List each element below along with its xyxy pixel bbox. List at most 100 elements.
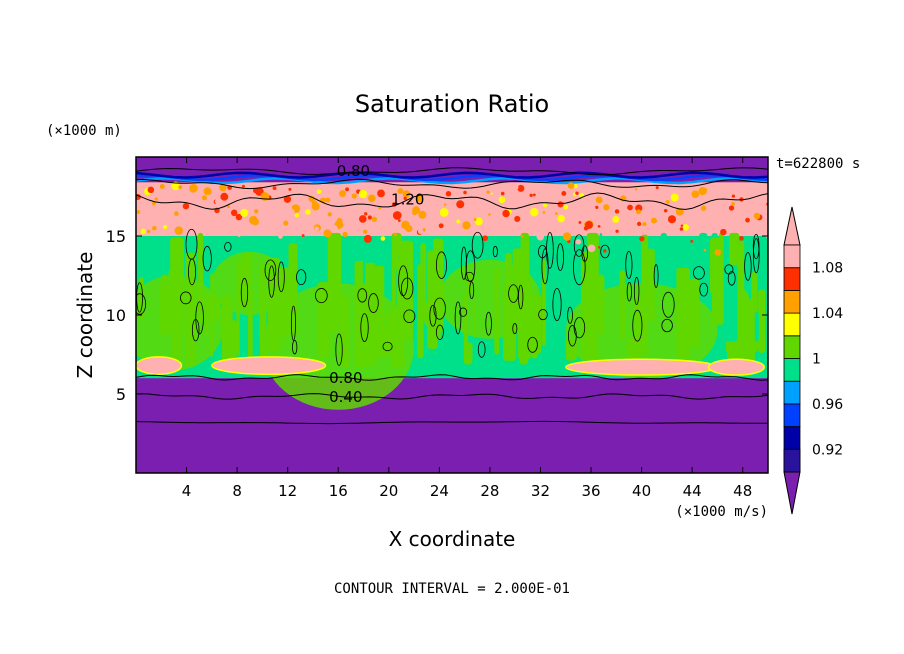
moist-streak [420, 243, 427, 323]
supersat-cell [731, 186, 740, 195]
supersat-cell [305, 209, 311, 215]
supersat-cell [542, 211, 546, 214]
supersat-cell [159, 183, 165, 189]
contour-loop [240, 277, 249, 308]
supersat-cell [285, 205, 293, 212]
moist-patch [211, 251, 288, 315]
colorbar-tick-label: 1.04 [812, 306, 843, 322]
colorbar-tick-label: 0.92 [812, 442, 843, 458]
colorbar-segment [783, 244, 801, 269]
colorbar-high-extension [783, 206, 801, 246]
y-unit-label: (×1000 m) [46, 123, 122, 139]
supersat-cell [378, 206, 382, 210]
contour-loop [360, 313, 369, 342]
supersat-cell [278, 234, 283, 239]
supersat-cell [329, 225, 338, 234]
contour-loop [512, 323, 518, 335]
contour-label: 0.40 [329, 388, 362, 406]
contour-loop [382, 341, 393, 352]
supersat-cell [739, 236, 744, 241]
supersat-cell [597, 246, 601, 249]
moist-patch [439, 259, 541, 339]
supersat-cell [603, 204, 610, 211]
supersat-cell [704, 188, 708, 192]
contour-loop [744, 252, 752, 281]
contour-loop [277, 261, 285, 293]
supersat-cell [595, 205, 599, 209]
colorbar-segment [783, 358, 801, 382]
supersat-cell [614, 209, 620, 214]
contour-loop [538, 244, 547, 259]
supersat-cell [301, 234, 305, 238]
contour-loop [633, 276, 640, 305]
supersat-cell [636, 209, 641, 215]
supersat-cell [363, 234, 372, 243]
supersat-cell [679, 227, 684, 231]
contour-loop [567, 306, 573, 324]
supersat-cell [174, 226, 183, 235]
supersat-cell [371, 216, 378, 222]
supersat-cell [314, 226, 320, 232]
supersat-cell [562, 232, 572, 241]
colorbar-segment [783, 403, 801, 427]
contour-loop [436, 251, 447, 279]
contour-loop [471, 231, 484, 259]
transition-band [136, 171, 768, 179]
colorbar-segment [783, 380, 801, 405]
supersat-cell [219, 184, 227, 192]
moist-streak [239, 306, 248, 369]
supersat-cell [597, 224, 601, 228]
contour-label: 0.80 [337, 162, 370, 180]
supersat-cell [637, 221, 642, 226]
supersat-cell [500, 191, 505, 196]
colorbar-segment [783, 335, 801, 359]
supersat-cell [422, 185, 429, 192]
supersat-cell [230, 209, 238, 217]
moist-streak [758, 289, 766, 353]
x-tick-label: 24 [430, 482, 449, 500]
contour-line [136, 420, 768, 425]
supersat-cell [146, 229, 151, 234]
contour-loop [315, 288, 328, 304]
supersat-pocket [565, 358, 719, 376]
contour-loop [136, 293, 147, 315]
supersat-cell [227, 205, 231, 209]
supersat-cell [201, 195, 207, 201]
supersat-cell [603, 249, 607, 253]
colorbar-segment [783, 448, 801, 473]
supersat-cell [627, 204, 633, 211]
supersat-cell [397, 188, 404, 195]
contour-loop [541, 248, 549, 285]
supersat-cell [356, 196, 361, 201]
supersat-cell [377, 189, 385, 198]
supersat-cell [583, 226, 589, 231]
contour-loop [567, 325, 577, 347]
supersat-cell [376, 228, 380, 232]
supersat-cell [462, 221, 471, 230]
contour-loop [477, 341, 486, 358]
contour-loop [357, 288, 368, 303]
supersat-cell [650, 217, 657, 224]
supersat-cell [690, 239, 694, 243]
supersat-cell [240, 208, 249, 217]
x-tick-label: 40 [632, 482, 651, 500]
supersat-cell [363, 229, 368, 234]
supersat-cell [358, 189, 368, 199]
colorbar-low-extension [783, 471, 801, 515]
supersat-cell [402, 190, 411, 198]
supersat-cell [412, 206, 421, 215]
contour-interval-footer: CONTOUR INTERVAL = 2.000E-01 [334, 581, 570, 597]
supersat-cell [220, 192, 229, 201]
supersat-cell [311, 202, 320, 211]
supersat-pocket [707, 358, 765, 376]
supersat-cell [529, 193, 533, 197]
contour-loop [752, 238, 760, 274]
supersat-cell [456, 200, 465, 209]
supersat-cell [358, 215, 367, 223]
supersat-cell [403, 196, 407, 201]
supersat-cell [392, 211, 402, 220]
contour-loop [335, 333, 343, 366]
contour-loop [180, 291, 192, 305]
supersat-cell [178, 185, 183, 190]
contour-line [136, 178, 768, 190]
